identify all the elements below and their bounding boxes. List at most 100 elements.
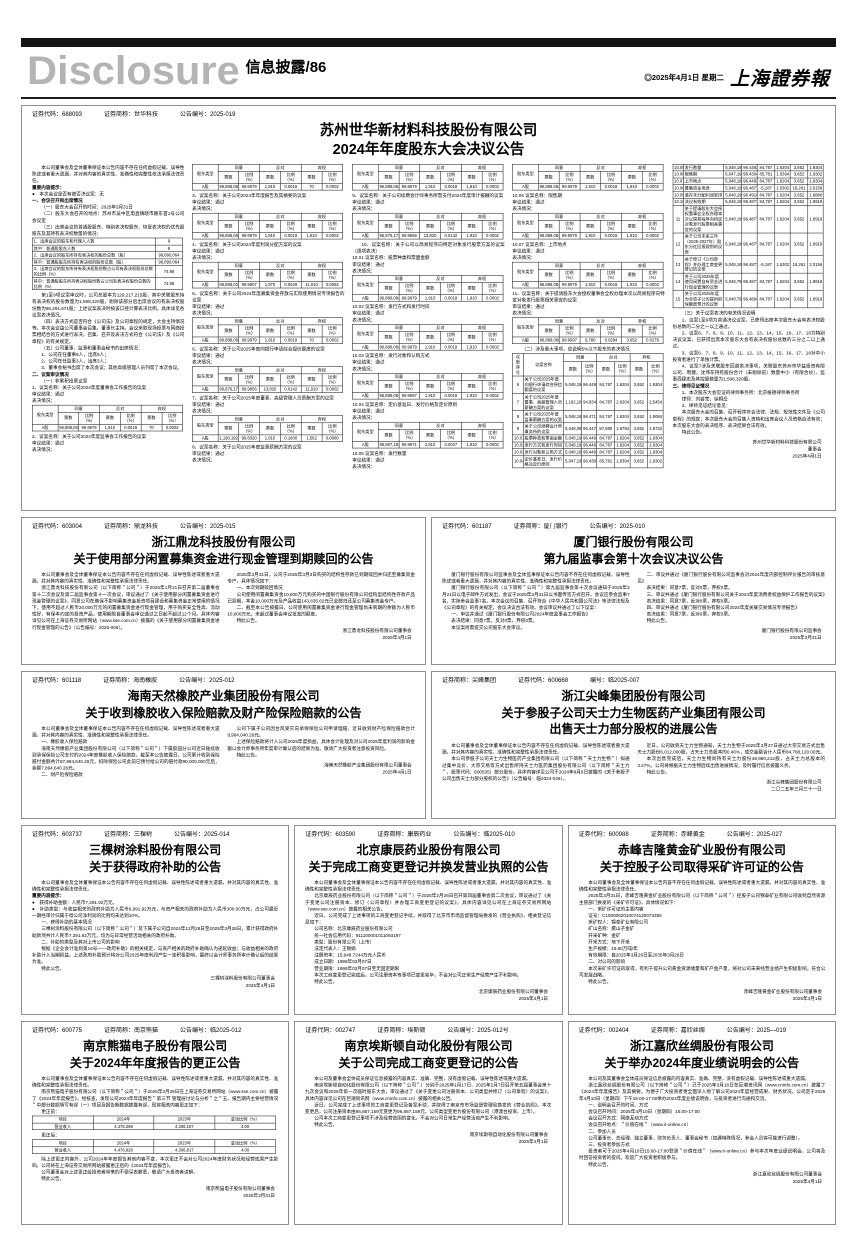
table-cell: 99.9979 (238, 182, 260, 191)
title-line: 赤峰吉隆黄金矿业股份有限公司 (617, 843, 786, 857)
table-cell: 同意 (377, 275, 420, 283)
table-cell: 同意 (377, 324, 420, 332)
announcement-chifeng-gold: 证券代码：600988 证券简称：赤峰黄金 公告编号：2025-027 赤峰吉隆黄金矿… (567, 825, 836, 1015)
body-paragraph: 一、采矿许可证的主要内容 (587, 905, 644, 912)
table-cell: 票数 (217, 219, 240, 233)
table-cell: 1.5302 (774, 184, 791, 192)
minority-vote-row: 10.08募集资金用途5,048,19296.4877-5,1871.53021… (672, 184, 824, 192)
proposal-name: 10.07 议案名称：上市地点 (512, 241, 567, 248)
table-cell: 1.5302 (774, 255, 791, 274)
announcement-body-columns: 本公司董事会及全体董事保证本公告内容不存在任何虚假记载、误导性陈述或者重大遗漏，… (32, 725, 415, 813)
body-paragraph: 二、参加人员 (587, 1128, 616, 1134)
table-cell: 弃权 (460, 164, 504, 172)
table-cell: 1.6394 (614, 455, 631, 468)
table-cell: 弃权 (300, 212, 344, 221)
table-cell: 5,048,192 (723, 255, 743, 274)
table-cell: 反对 (579, 261, 622, 270)
table-cell: 1,910 (300, 231, 323, 240)
proposal-voting-label: 表决情况： (192, 457, 216, 463)
table-cell: 84,787 (756, 164, 776, 172)
table-cell: 11,910 (300, 385, 323, 393)
proposal-voting-label: 表决情况： (352, 316, 376, 323)
table-cell: 票数 (419, 281, 441, 295)
table-cell: 1,910 (579, 231, 601, 240)
body-paragraph: 一、获得补助的基本情况 (41, 919, 92, 925)
table-cell: 1.8732 (647, 422, 664, 436)
table-cell: 比例（%） (321, 373, 344, 386)
body-paragraph: （四）表决方式是否符合《公司法》及公司章程的规定，大会主持情况等。本次会议由公司… (32, 318, 185, 344)
security-meta-line: 证券代码：600988 证券简称：赤峰黄金 公告编号：2025-027 (579, 831, 825, 839)
meta-item: 公告编号：2025-012 (179, 678, 235, 684)
minority-vote-row: 10.06限售期5,047,19896.430485,7811.63943,65… (672, 170, 824, 179)
table-cell: A股 (352, 343, 379, 351)
table-cell: 18,281 (789, 255, 809, 274)
body-paragraph: （五）公司董事、监事和董事会秘书的出席情况： (41, 344, 143, 351)
body-paragraph: 特此公告。 (41, 965, 65, 971)
minority-vote-row: 10.05发行数量5,048,19296.449284,7871.62043,6… (672, 164, 824, 172)
body-paragraph: 本公司董事会及全体董事保证本公告内容不存在任何虚假记载、误导性陈述或者重大遗漏，… (578, 879, 825, 892)
table-cell: 关于公司2025年度向银行申请综合授信额度的议案 (522, 375, 565, 394)
table-cell: 股东类型 (192, 212, 219, 233)
body-heading: 重要内容提示： (32, 184, 65, 190)
table-cell: 反对 (419, 212, 462, 221)
table-cell: 股东类型 (192, 261, 219, 282)
vote-table-row: A股 1,190,192 99.8320 1,910 0.1600 1,562 0.0080 (192, 434, 344, 442)
announcement-body-columns: 本公司及其董事会全体成员保证信息披露的内容真实、准确、完整，没有虚假记载、误导性… (579, 1075, 825, 1219)
table-cell: 1.8919 (807, 198, 824, 206)
body-paragraph: （三）关于议案表决的有关情况说明 (681, 310, 756, 316)
table-cell: 0.0019 (440, 343, 462, 351)
table-cell: A股 (192, 231, 219, 240)
signature-line: 2025年3月31日 (789, 634, 822, 641)
table-cell: 2.0156 (807, 255, 824, 274)
signature-line: 2025年4月1日 (382, 634, 412, 641)
table-cell: 关于修订《公司章程》并办理工商变更登记的议案 (682, 255, 725, 274)
table-cell: 票数 (300, 170, 323, 184)
table-cell: 4.00 (214, 1146, 276, 1154)
table-cell: 反对 (259, 164, 302, 172)
announcement-title: 南京埃斯顿自动化股份有限公司 关于公司完成工商变更登记的公告 (305, 1038, 551, 1071)
signature-block: 南京埃斯顿自动化股份有限公司董事会 2025年4月1日 (305, 1131, 551, 1145)
signature-line: 2025年4月1日 (792, 995, 822, 1002)
meta-item: 证券代码：601118 (32, 678, 82, 684)
vote-table: 股东类型 同意 反对 弃权 票数 比例（%） 票数 比例（%） 票数 比例（%） A股 96,889,… (512, 317, 664, 344)
table-cell: 关于公司续聘会计师事务所的议案 (522, 422, 565, 436)
table-cell: 反对 (579, 164, 622, 172)
table-cell: 5,048,192 (563, 441, 583, 449)
table-cell: 96.4492 (581, 434, 598, 443)
table-cell: 比例（%） (481, 330, 504, 344)
table-cell: 比例（%） (581, 361, 598, 377)
table-cell: 3,652 (789, 164, 809, 172)
body-paragraph: 一、橡胶收入保险赔款 (41, 738, 88, 745)
vote-table-header: 股东类型 同意 反对 弃权 (352, 324, 504, 344)
security-meta-line: 证券代码：601187 证券简称：厦门银行 公告编号：2025-010 (442, 523, 825, 531)
section-title: 信息披露/86 (246, 56, 327, 77)
table-cell: 3,652 (629, 393, 649, 411)
body-paragraph: 公司使用闲置募集资金10,000万元购买的中国银行股份有限公司挂钩型结构性存款产… (227, 591, 415, 604)
announcement-zhejiang-jiaxin: 证券代码：002404 证券简称：嘉欣丝绸 公告编号：2025—019 浙江嘉欣丝绸股… (567, 1021, 836, 1225)
table-cell: 5,048,192 (723, 191, 743, 199)
table-cell: 票数 (217, 422, 240, 435)
vote-table-subheader: 票数 比例（%） 票数 比例（%） 票数 比例（%） (192, 324, 344, 337)
table-cell: 1.6204 (614, 410, 631, 424)
announcement-body-columns: 本公司董事会及全体董事保证本公告内容不存在任何虚假记载、误导性陈述或者重大遗漏，… (32, 879, 278, 1009)
body-paragraph: 更正前： (41, 1108, 60, 1115)
table-cell: 弃权 (300, 415, 344, 423)
table-cell: 96.4877 (741, 272, 758, 291)
table-cell: 2、出席会议的股东所持有表决权的股份总数（股） (32, 251, 156, 259)
body-paragraph: 2025年3月31日，赤峰吉隆黄金矿业股份有限公司（以下简称＂公司＂）控股子公司… (578, 892, 825, 905)
minority-vote-row: 11 关于提请股东大会授权董事会全权办理本次以简易程序向特定对象发行股票相关事宜的… (672, 204, 824, 234)
table-cell: 0.0142 (440, 231, 462, 240)
table-cell: 票数 (259, 268, 281, 282)
announcement-body: 本公司董事会及全体董事保证本公告内容不存在任何虚假记载、误导性陈述或者重大遗漏，… (442, 742, 825, 814)
table-cell: 票数 (57, 411, 79, 425)
meta-item: 证券简称：尖峰集团 (442, 678, 497, 684)
meta-item: 证券代码：603004 (32, 524, 83, 530)
table-cell: 票数 (579, 219, 601, 233)
vote-table-subheader: 票数 比例（%） 票数 比例（%） 票数 比例（%） (353, 170, 504, 184)
proposal-voting-label: 表决情况： (352, 463, 376, 470)
signature-line: 2025年4月1日 (519, 1138, 549, 1145)
vote-table-subheader: 票数 比例（%） 票数 比例（%） 票数 比例（%） (192, 422, 344, 435)
body-paragraph: 除上述更正内容外，公司2024年年度报告其他内容不变，本次更正不会对公司2024… (32, 1155, 279, 1168)
table-cell: 96,889,068 (537, 336, 560, 344)
body-paragraph: 特此公告。 (236, 617, 260, 624)
